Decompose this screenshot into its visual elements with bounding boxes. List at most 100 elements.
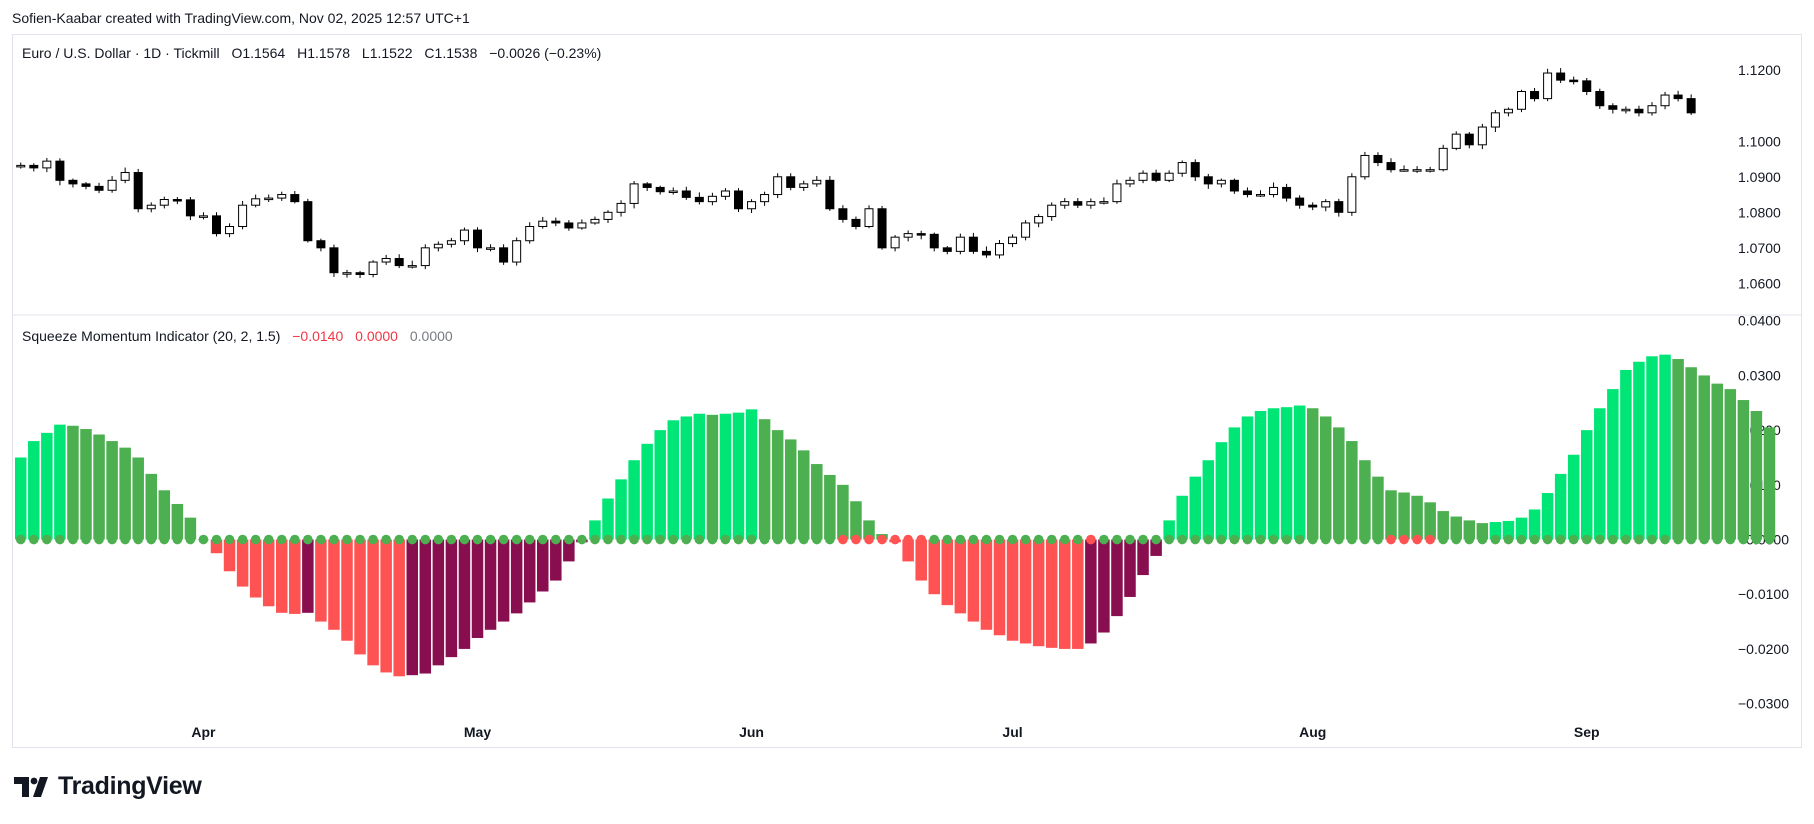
candle-bull bbox=[525, 226, 535, 242]
momentum-bar bbox=[1763, 427, 1776, 540]
momentum-bar bbox=[210, 539, 223, 554]
candle-bear bbox=[1569, 79, 1579, 83]
x-axis-month: Jul bbox=[1002, 724, 1022, 740]
candle-bull bbox=[264, 197, 274, 201]
momentum-bar bbox=[1607, 389, 1619, 540]
squeeze-dot bbox=[1347, 534, 1357, 545]
candle-bear bbox=[1282, 186, 1292, 199]
price-axis-tick: 1.0900 bbox=[1738, 169, 1781, 185]
candle-bull bbox=[1412, 169, 1422, 172]
candle-bull bbox=[720, 190, 730, 197]
candle-bull bbox=[1034, 216, 1044, 224]
squeeze-dot bbox=[994, 534, 1005, 545]
candle-bull bbox=[1086, 201, 1096, 206]
candle-bull bbox=[342, 272, 352, 275]
price-axis-tick: 1.0700 bbox=[1738, 240, 1781, 256]
momentum-bar bbox=[432, 539, 445, 666]
momentum-bar bbox=[1620, 369, 1632, 540]
momentum-bar bbox=[719, 413, 732, 540]
momentum-bar bbox=[419, 539, 432, 674]
momentum-bar bbox=[484, 539, 497, 630]
squeeze-dot bbox=[720, 534, 731, 545]
candle-bull bbox=[668, 190, 678, 193]
price-symbol[interactable]: Euro / U.S. Dollar · 1D · Tickmill bbox=[22, 45, 220, 61]
tradingview-logo-icon bbox=[14, 776, 48, 797]
squeeze-dot bbox=[1738, 534, 1749, 545]
candle-bull bbox=[407, 265, 417, 268]
candle-bull bbox=[812, 179, 822, 185]
squeeze-dot bbox=[1386, 534, 1396, 545]
candle-bull bbox=[616, 202, 626, 213]
candle-bear bbox=[1073, 201, 1083, 206]
candle-bull bbox=[1177, 162, 1187, 174]
candle-bull bbox=[146, 204, 156, 210]
momentum-bar bbox=[1385, 490, 1397, 540]
momentum-bar bbox=[1006, 539, 1019, 641]
momentum-bar bbox=[993, 539, 1006, 636]
squeeze-dot bbox=[955, 534, 966, 545]
momentum-bar bbox=[537, 539, 549, 592]
momentum-bar bbox=[249, 539, 262, 598]
squeeze-dot bbox=[746, 534, 757, 545]
squeeze-dot bbox=[812, 534, 822, 545]
candle-bear bbox=[1308, 204, 1318, 208]
squeeze-dot bbox=[577, 534, 587, 545]
squeeze-dot bbox=[211, 534, 222, 545]
squeeze-dot bbox=[864, 534, 874, 545]
candle-bear bbox=[929, 233, 939, 249]
squeeze-dot bbox=[1686, 534, 1696, 545]
squeeze-dot bbox=[94, 534, 104, 545]
candle-bull bbox=[1347, 176, 1357, 213]
momentum-bar bbox=[1124, 539, 1136, 597]
squeeze-dot bbox=[263, 534, 274, 545]
candle-bear bbox=[329, 247, 339, 274]
momentum-bar bbox=[1541, 493, 1554, 540]
squeeze-dot bbox=[851, 534, 861, 545]
candle-bear bbox=[851, 218, 861, 228]
momentum-bar bbox=[628, 460, 640, 540]
momentum-bar bbox=[1750, 410, 1763, 540]
candle-bear bbox=[642, 183, 652, 188]
squeeze-dot bbox=[1555, 534, 1566, 545]
indicator-name[interactable]: Squeeze Momentum Indicator (20, 2, 1.5) bbox=[22, 328, 281, 344]
squeeze-dot bbox=[1647, 534, 1657, 545]
squeeze-dot bbox=[1334, 534, 1344, 545]
squeeze-dot bbox=[642, 534, 652, 545]
squeeze-dot bbox=[1203, 534, 1214, 545]
squeeze-dot bbox=[838, 534, 848, 545]
squeeze-dot bbox=[42, 534, 52, 545]
squeeze-dot bbox=[120, 534, 130, 545]
squeeze-dot bbox=[355, 534, 365, 545]
candle-bear bbox=[133, 172, 143, 210]
squeeze-dot bbox=[1294, 534, 1305, 545]
momentum-bar bbox=[602, 498, 614, 540]
squeeze-dot bbox=[55, 534, 65, 545]
tradingview-logo[interactable]: TradingView bbox=[14, 772, 202, 801]
squeeze-dot bbox=[1477, 534, 1488, 545]
momentum-bar bbox=[1372, 476, 1384, 540]
candle-bear bbox=[1595, 91, 1605, 107]
momentum-bar bbox=[693, 413, 706, 540]
candle-bull bbox=[577, 222, 587, 229]
squeeze-dot bbox=[1699, 534, 1709, 545]
candle-bull bbox=[1047, 204, 1057, 218]
squeeze-dot bbox=[1621, 534, 1631, 545]
squeeze-dot bbox=[185, 534, 196, 545]
momentum-bar bbox=[523, 539, 536, 603]
candle-bull bbox=[1216, 179, 1226, 185]
candle-bull bbox=[1660, 94, 1670, 107]
candle-bear bbox=[942, 247, 952, 252]
momentum-bar bbox=[445, 539, 458, 658]
momentum-bar bbox=[811, 464, 823, 540]
candle-bull bbox=[368, 261, 378, 275]
candle-bull bbox=[1425, 169, 1435, 172]
squeeze-dot bbox=[224, 534, 235, 545]
indicator-legend: Squeeze Momentum Indicator (20, 2, 1.5) … bbox=[22, 328, 461, 344]
squeeze-dot bbox=[1660, 534, 1670, 545]
momentum-bar bbox=[497, 539, 510, 622]
squeeze-dot bbox=[237, 534, 248, 545]
squeeze-dot bbox=[1020, 534, 1031, 545]
candle-bull bbox=[955, 236, 965, 252]
momentum-bar bbox=[680, 416, 693, 540]
